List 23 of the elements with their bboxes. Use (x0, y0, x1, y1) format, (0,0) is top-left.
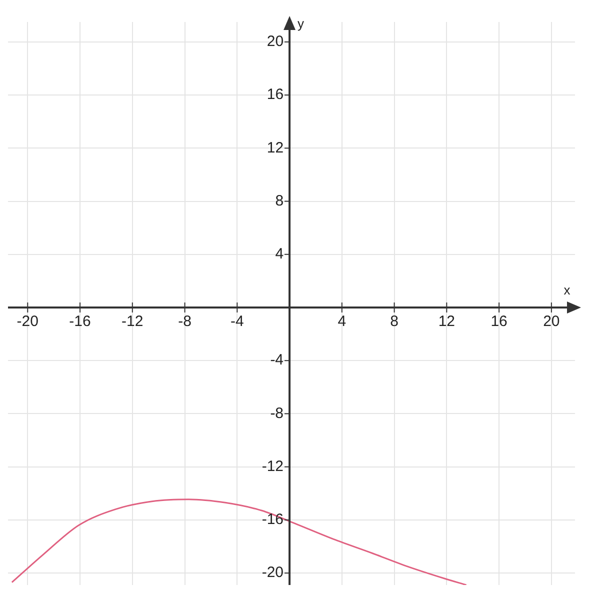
y-axis-title: y (298, 16, 305, 32)
x-axis-title: x (564, 282, 571, 298)
y-tick-label: 4 (275, 246, 284, 263)
x-tick-label: 12 (438, 313, 456, 330)
x-tick-label: -12 (122, 313, 144, 330)
y-tick-label: 20 (266, 33, 284, 50)
x-tick-label: -8 (178, 313, 192, 330)
line-series (11, 498, 468, 585)
y-tick-label: 12 (266, 139, 284, 156)
x-tick-label: 8 (390, 313, 398, 330)
y-tick-label: 16 (266, 86, 284, 104)
x-tick-label: -16 (69, 313, 91, 330)
x-tick-label: -20 (16, 313, 38, 330)
y-tick-label: -8 (270, 404, 284, 422)
y-tick-label: -4 (270, 352, 284, 369)
y-tick-label: -20 (262, 564, 284, 582)
y-tick-label: -16 (262, 511, 284, 528)
x-tick-label: 20 (543, 313, 560, 330)
x-tick-label: 16 (490, 313, 508, 330)
y-tick-label: -12 (262, 458, 284, 475)
y-tick-label: 8 (275, 192, 284, 210)
x-tick-label: 4 (338, 313, 346, 330)
x-tick-label: -4 (230, 313, 244, 330)
